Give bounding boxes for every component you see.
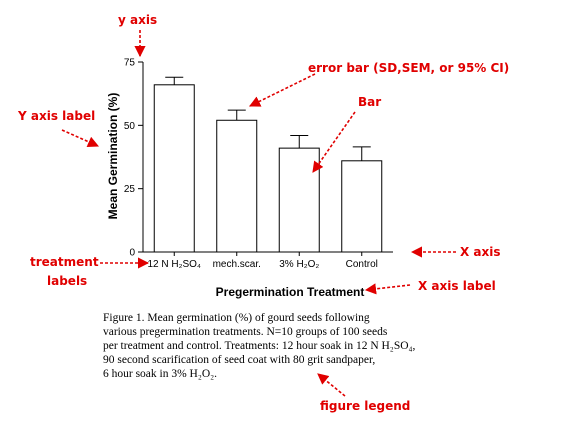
annotation-x-axis-label: X axis label [364,279,496,295]
annotation-treatment-labels-text-1: treatment [30,255,99,269]
y-tick-label: 25 [124,184,136,195]
caption-line: per treatment and control. Treatments: 1… [103,340,416,352]
annotation-error-bar-arrow [248,73,316,107]
caption-line: various pregermination treatments. N=10 … [103,326,388,338]
annotation-y-axis-label-text: Y axis label [17,109,95,123]
x-tick-label: mech.scar. [213,259,261,270]
annotation-figure-legend-arrow [317,373,346,397]
y-tick-label: 50 [124,121,136,132]
plot-area: 0 25 50 75 12 N H₂SO₄ mech.scar. 3% H₂O₂ Contro… [124,58,393,270]
annotation-x-axis: X axis [410,245,501,259]
bar [278,147,320,253]
annotation-bar: Bar [312,95,381,173]
x-tick-label: Control [346,259,378,270]
annotation-y-axis-label-arrow [61,129,100,148]
caption-line: 90 second scarification of seed coat wit… [103,354,375,366]
caption-line: 6 hour soak in 3% H₂O₂. [103,368,217,380]
bar [153,84,195,253]
y-axis-title: Mean Germination (%) [106,93,120,220]
y-tick-label: 75 [124,58,136,69]
annotation-treatment-labels-text-2: labels [47,274,87,288]
annotation-y-axis-text: y axis [118,13,157,27]
caption-line: Figure 1. Mean germination (%) of gourd … [103,312,370,324]
annotation-x-axis-label-arrow [364,283,411,295]
bar [341,160,383,253]
y-tick-label: 0 [129,248,135,259]
x-tick-label: 3% H₂O₂ [279,259,319,270]
figure-caption: Figure 1. Mean germination (%) of gourd … [103,312,416,380]
annotation-y-axis-label: Y axis label [17,109,100,148]
annotation-bar-text: Bar [358,95,381,109]
annotation-figure-legend-text: figure legend [320,399,410,413]
annotation-y-axis: y axis [118,13,157,58]
annotation-error-bar: error bar (SD,SEM, or 95% CI) [248,61,509,107]
x-axis-title: Pregermination Treatment [216,285,365,299]
annotation-x-axis-text: X axis [460,245,501,259]
bar [216,119,258,253]
x-tick-label: 12 N H₂SO₄ [147,259,201,270]
annotation-treatment-labels: treatment labels [30,255,150,288]
annotation-figure-legend: figure legend [317,373,410,413]
annotation-error-bar-text: error bar (SD,SEM, or 95% CI) [308,61,509,75]
annotation-bar-arrow [312,111,356,173]
annotation-x-axis-label-text: X axis label [418,279,496,293]
